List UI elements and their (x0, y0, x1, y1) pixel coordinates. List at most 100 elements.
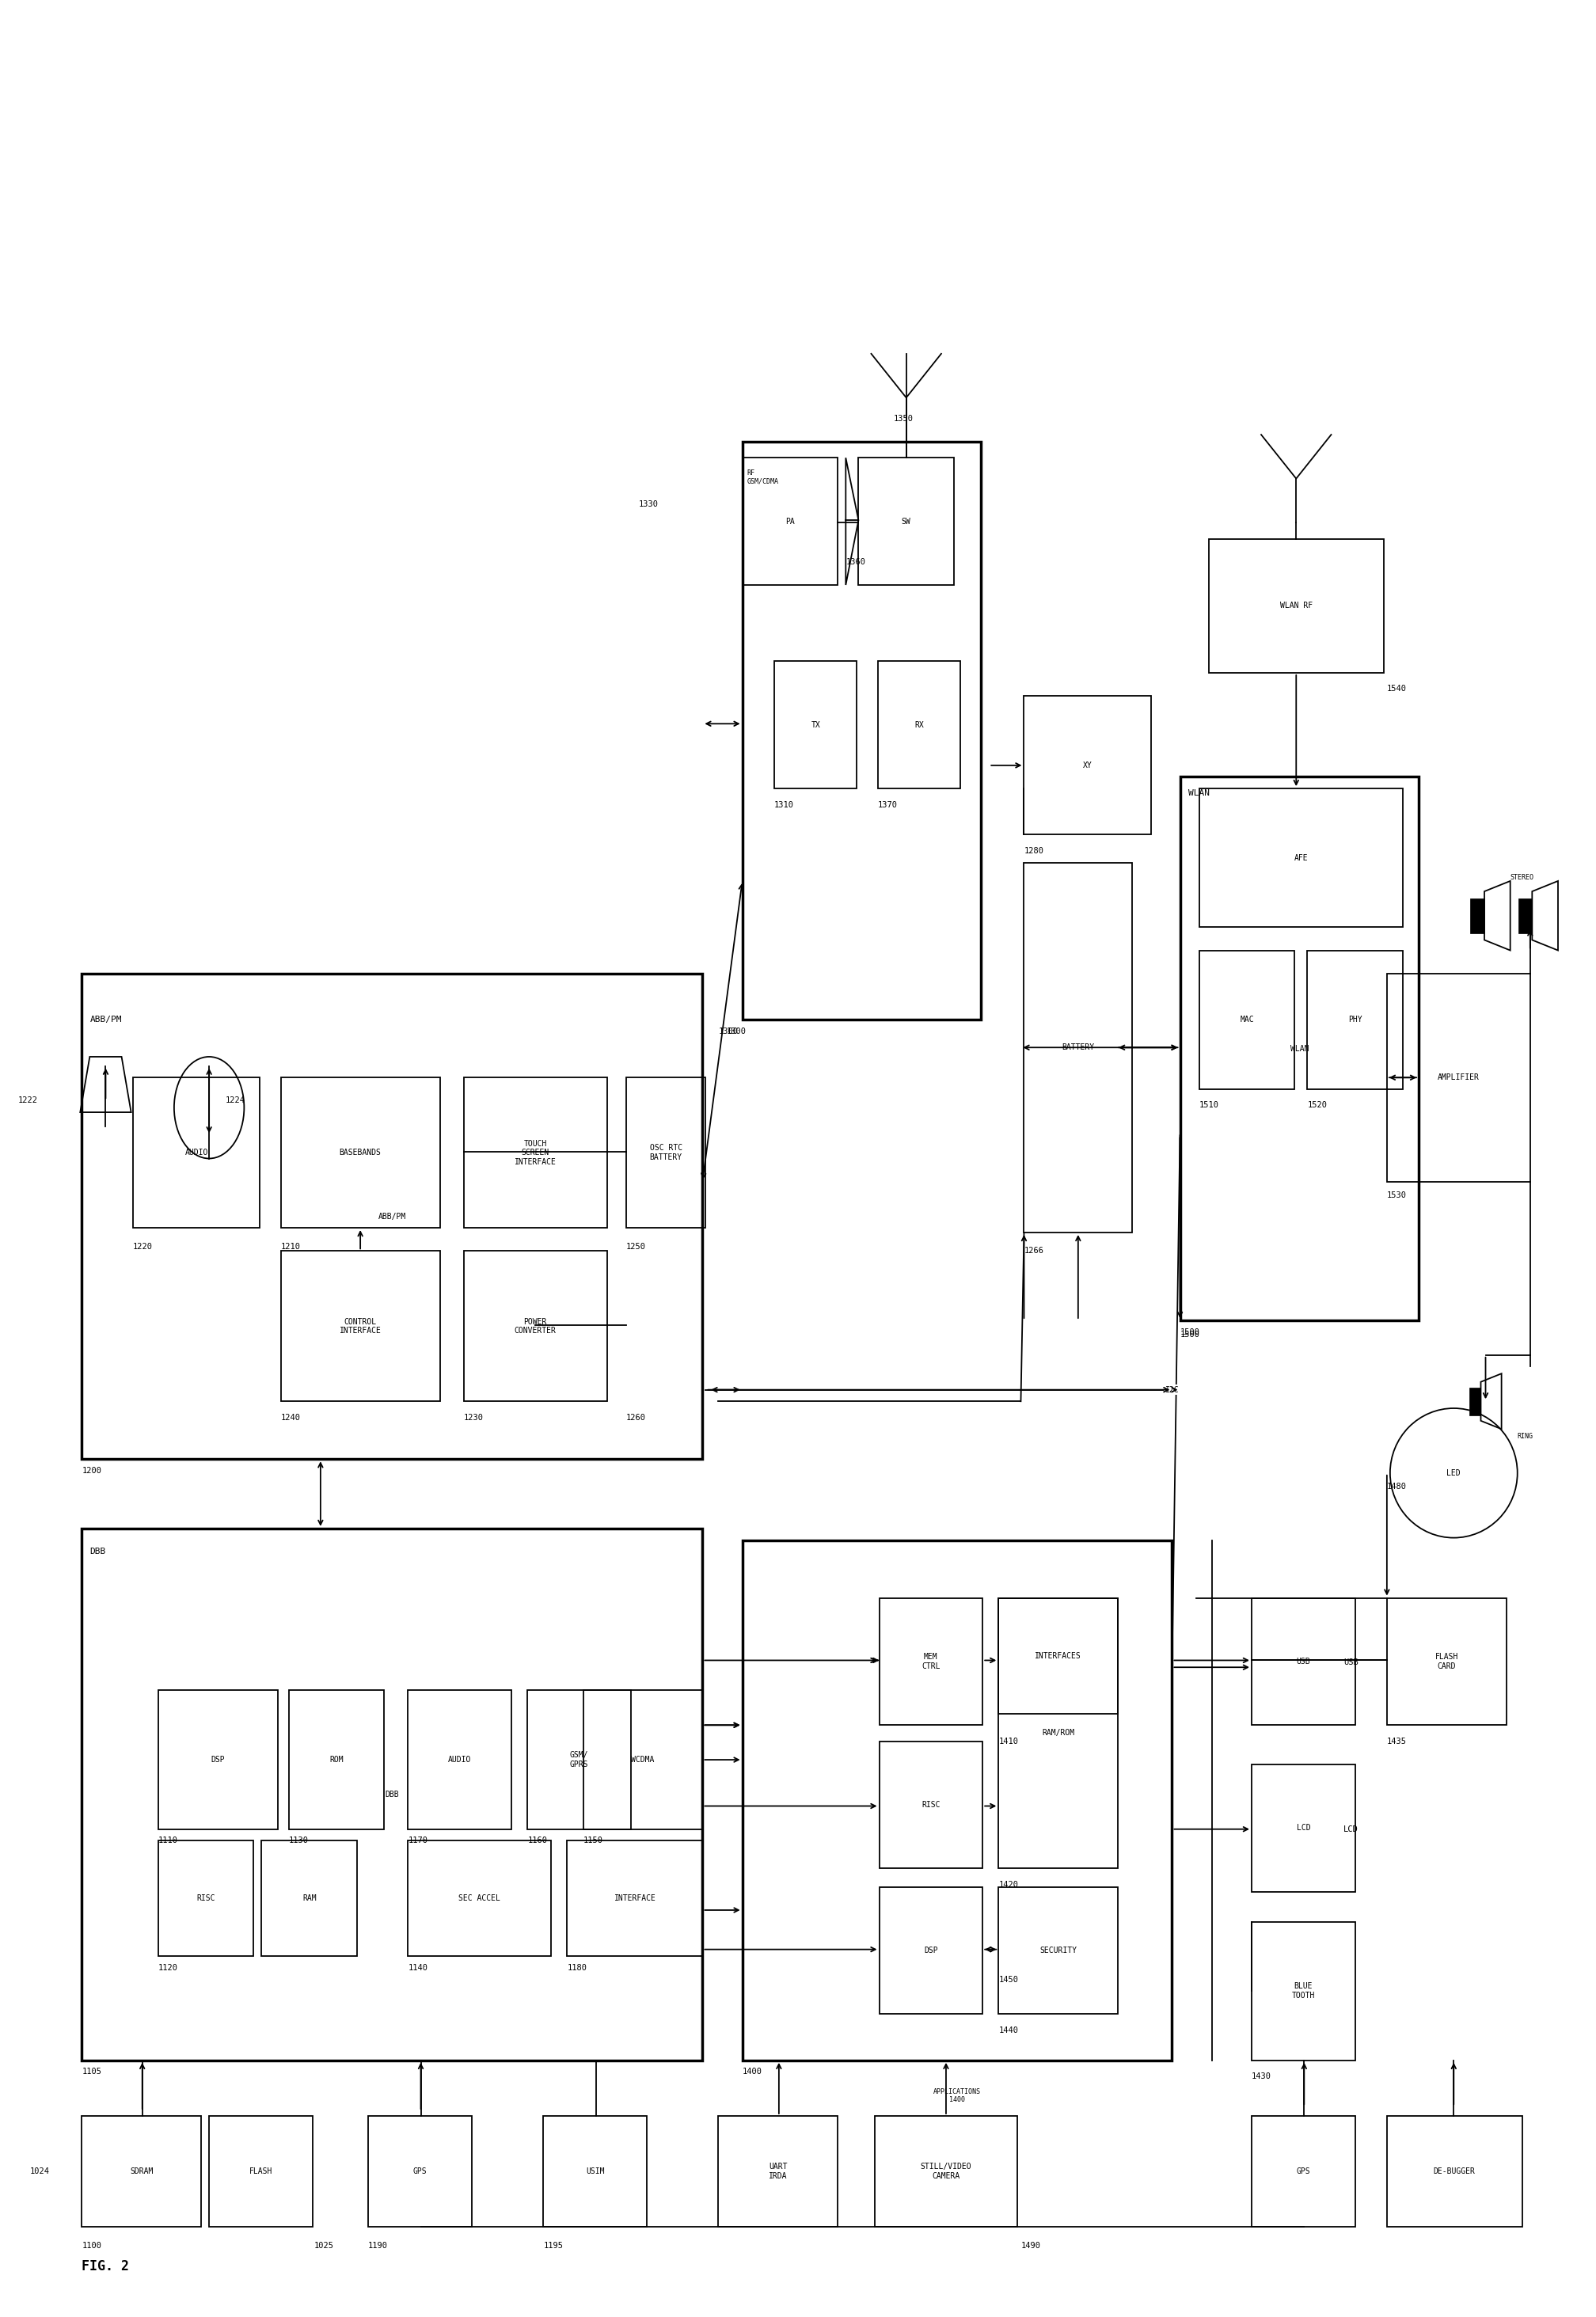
Bar (81, 973, 702, 1460)
Bar (409, 1691, 511, 1828)
Bar (281, 1077, 440, 1228)
Text: WLAN RF: WLAN RF (1280, 602, 1312, 609)
Text: 1110: 1110 (158, 1837, 179, 1844)
Bar (859, 459, 954, 584)
Bar (464, 1077, 606, 1228)
Bar (1179, 776, 1419, 1321)
Text: FLASH
CARD: FLASH CARD (1435, 1652, 1459, 1671)
Text: 1370: 1370 (878, 802, 897, 809)
Text: DSP: DSP (211, 1756, 225, 1763)
Text: PA: PA (785, 517, 795, 526)
Text: 1400: 1400 (742, 2069, 761, 2076)
Bar (1251, 1766, 1355, 1891)
Text: SDRAM: SDRAM (129, 2166, 153, 2176)
Text: I2C: I2C (1165, 1386, 1179, 1395)
Text: TX: TX (811, 721, 820, 730)
Bar (774, 660, 857, 788)
Text: 1435: 1435 (1387, 1738, 1406, 1745)
Text: INTERFACE: INTERFACE (614, 1895, 656, 1902)
Text: AFE: AFE (1294, 855, 1309, 862)
Bar (567, 1840, 702, 1956)
Bar (879, 1886, 983, 2013)
Text: 1240: 1240 (281, 1413, 300, 1420)
Text: 1500: 1500 (1179, 1328, 1200, 1337)
Bar (158, 1691, 278, 1828)
Text: CONTROL
INTERFACE: CONTROL INTERFACE (340, 1318, 381, 1335)
Text: LCD: LCD (1296, 1823, 1310, 1833)
Bar (132, 1077, 260, 1228)
Text: LED: LED (1446, 1469, 1460, 1476)
Text: TOUCH
SCREEN
INTERFACE: TOUCH SCREEN INTERFACE (514, 1140, 557, 1165)
Text: 1140: 1140 (409, 1965, 428, 1972)
Text: OSC RTC
BATTERY: OSC RTC BATTERY (650, 1145, 681, 1161)
Bar (1025, 695, 1151, 834)
Bar (878, 660, 961, 788)
Bar (742, 1541, 1171, 2060)
Text: 1024: 1024 (30, 2166, 49, 2176)
Bar (1518, 899, 1532, 934)
Bar (1470, 1388, 1481, 1416)
Text: RING: RING (1518, 1432, 1534, 1439)
Text: RF
GSM/CDMA: RF GSM/CDMA (747, 470, 779, 484)
Text: 1310: 1310 (774, 802, 793, 809)
Bar (1208, 540, 1384, 672)
Bar (999, 1599, 1117, 1715)
Bar (1387, 973, 1531, 1182)
Text: 1410: 1410 (999, 1738, 1018, 1745)
Text: 1520: 1520 (1307, 1101, 1328, 1110)
Text: 1500: 1500 (1179, 1330, 1200, 1339)
Bar (289, 1691, 385, 1828)
Text: AUDIO: AUDIO (448, 1756, 471, 1763)
Bar (1470, 899, 1484, 934)
Text: 1260: 1260 (626, 1413, 646, 1420)
Text: BASEBANDS: BASEBANDS (340, 1149, 381, 1156)
Text: AMPLIFIER: AMPLIFIER (1438, 1073, 1479, 1082)
Text: 1360: 1360 (846, 558, 865, 565)
Text: RISC: RISC (921, 1800, 940, 1810)
Text: 1440: 1440 (999, 2027, 1018, 2034)
Text: GSM/
GPRS: GSM/ GPRS (570, 1752, 589, 1768)
Text: 1420: 1420 (999, 1881, 1018, 1888)
Bar (409, 1840, 551, 1956)
Text: 1224: 1224 (225, 1096, 244, 1105)
Bar (209, 2115, 313, 2227)
Text: 1490: 1490 (1021, 2241, 1041, 2250)
Bar (999, 1599, 1117, 1868)
Bar (1251, 2115, 1355, 2227)
Text: DBB: DBB (385, 1791, 399, 1798)
Bar (262, 1840, 358, 1956)
Text: 1160: 1160 (527, 1837, 547, 1844)
Text: RAM/ROM: RAM/ROM (1042, 1728, 1074, 1738)
Bar (158, 1840, 254, 1956)
Text: 1210: 1210 (281, 1242, 300, 1251)
Bar (879, 1599, 983, 1726)
Bar (527, 1691, 630, 1828)
Text: 1280: 1280 (1025, 848, 1044, 855)
Text: UART
IRDA: UART IRDA (769, 2162, 787, 2180)
Text: 1350: 1350 (894, 415, 913, 422)
Text: MEM
CTRL: MEM CTRL (921, 1652, 940, 1671)
Text: 1195: 1195 (543, 2241, 563, 2250)
Text: 1300: 1300 (726, 1026, 747, 1036)
Text: 1250: 1250 (626, 1242, 646, 1251)
Bar (999, 1886, 1117, 2013)
Text: 1100: 1100 (81, 2241, 102, 2250)
Bar (1251, 1921, 1355, 2060)
Text: INTERFACES: INTERFACES (1034, 1652, 1082, 1659)
Text: 1266: 1266 (1025, 1247, 1044, 1256)
Text: 1230: 1230 (464, 1413, 484, 1420)
Text: WLAN: WLAN (1290, 1045, 1309, 1052)
Bar (742, 443, 982, 1019)
Text: RX: RX (915, 721, 924, 730)
Text: 1430: 1430 (1251, 2074, 1272, 2081)
Bar (81, 1529, 702, 2060)
Bar (718, 2115, 838, 2227)
Text: 1330: 1330 (638, 500, 659, 507)
Bar (875, 2115, 1018, 2227)
Text: LCD: LCD (1344, 1826, 1358, 1833)
Text: RAM: RAM (302, 1895, 316, 1902)
Text: PHY: PHY (1349, 1015, 1361, 1024)
Text: 1510: 1510 (1199, 1101, 1219, 1110)
Text: USIM: USIM (586, 2166, 605, 2176)
Bar (464, 1251, 606, 1402)
